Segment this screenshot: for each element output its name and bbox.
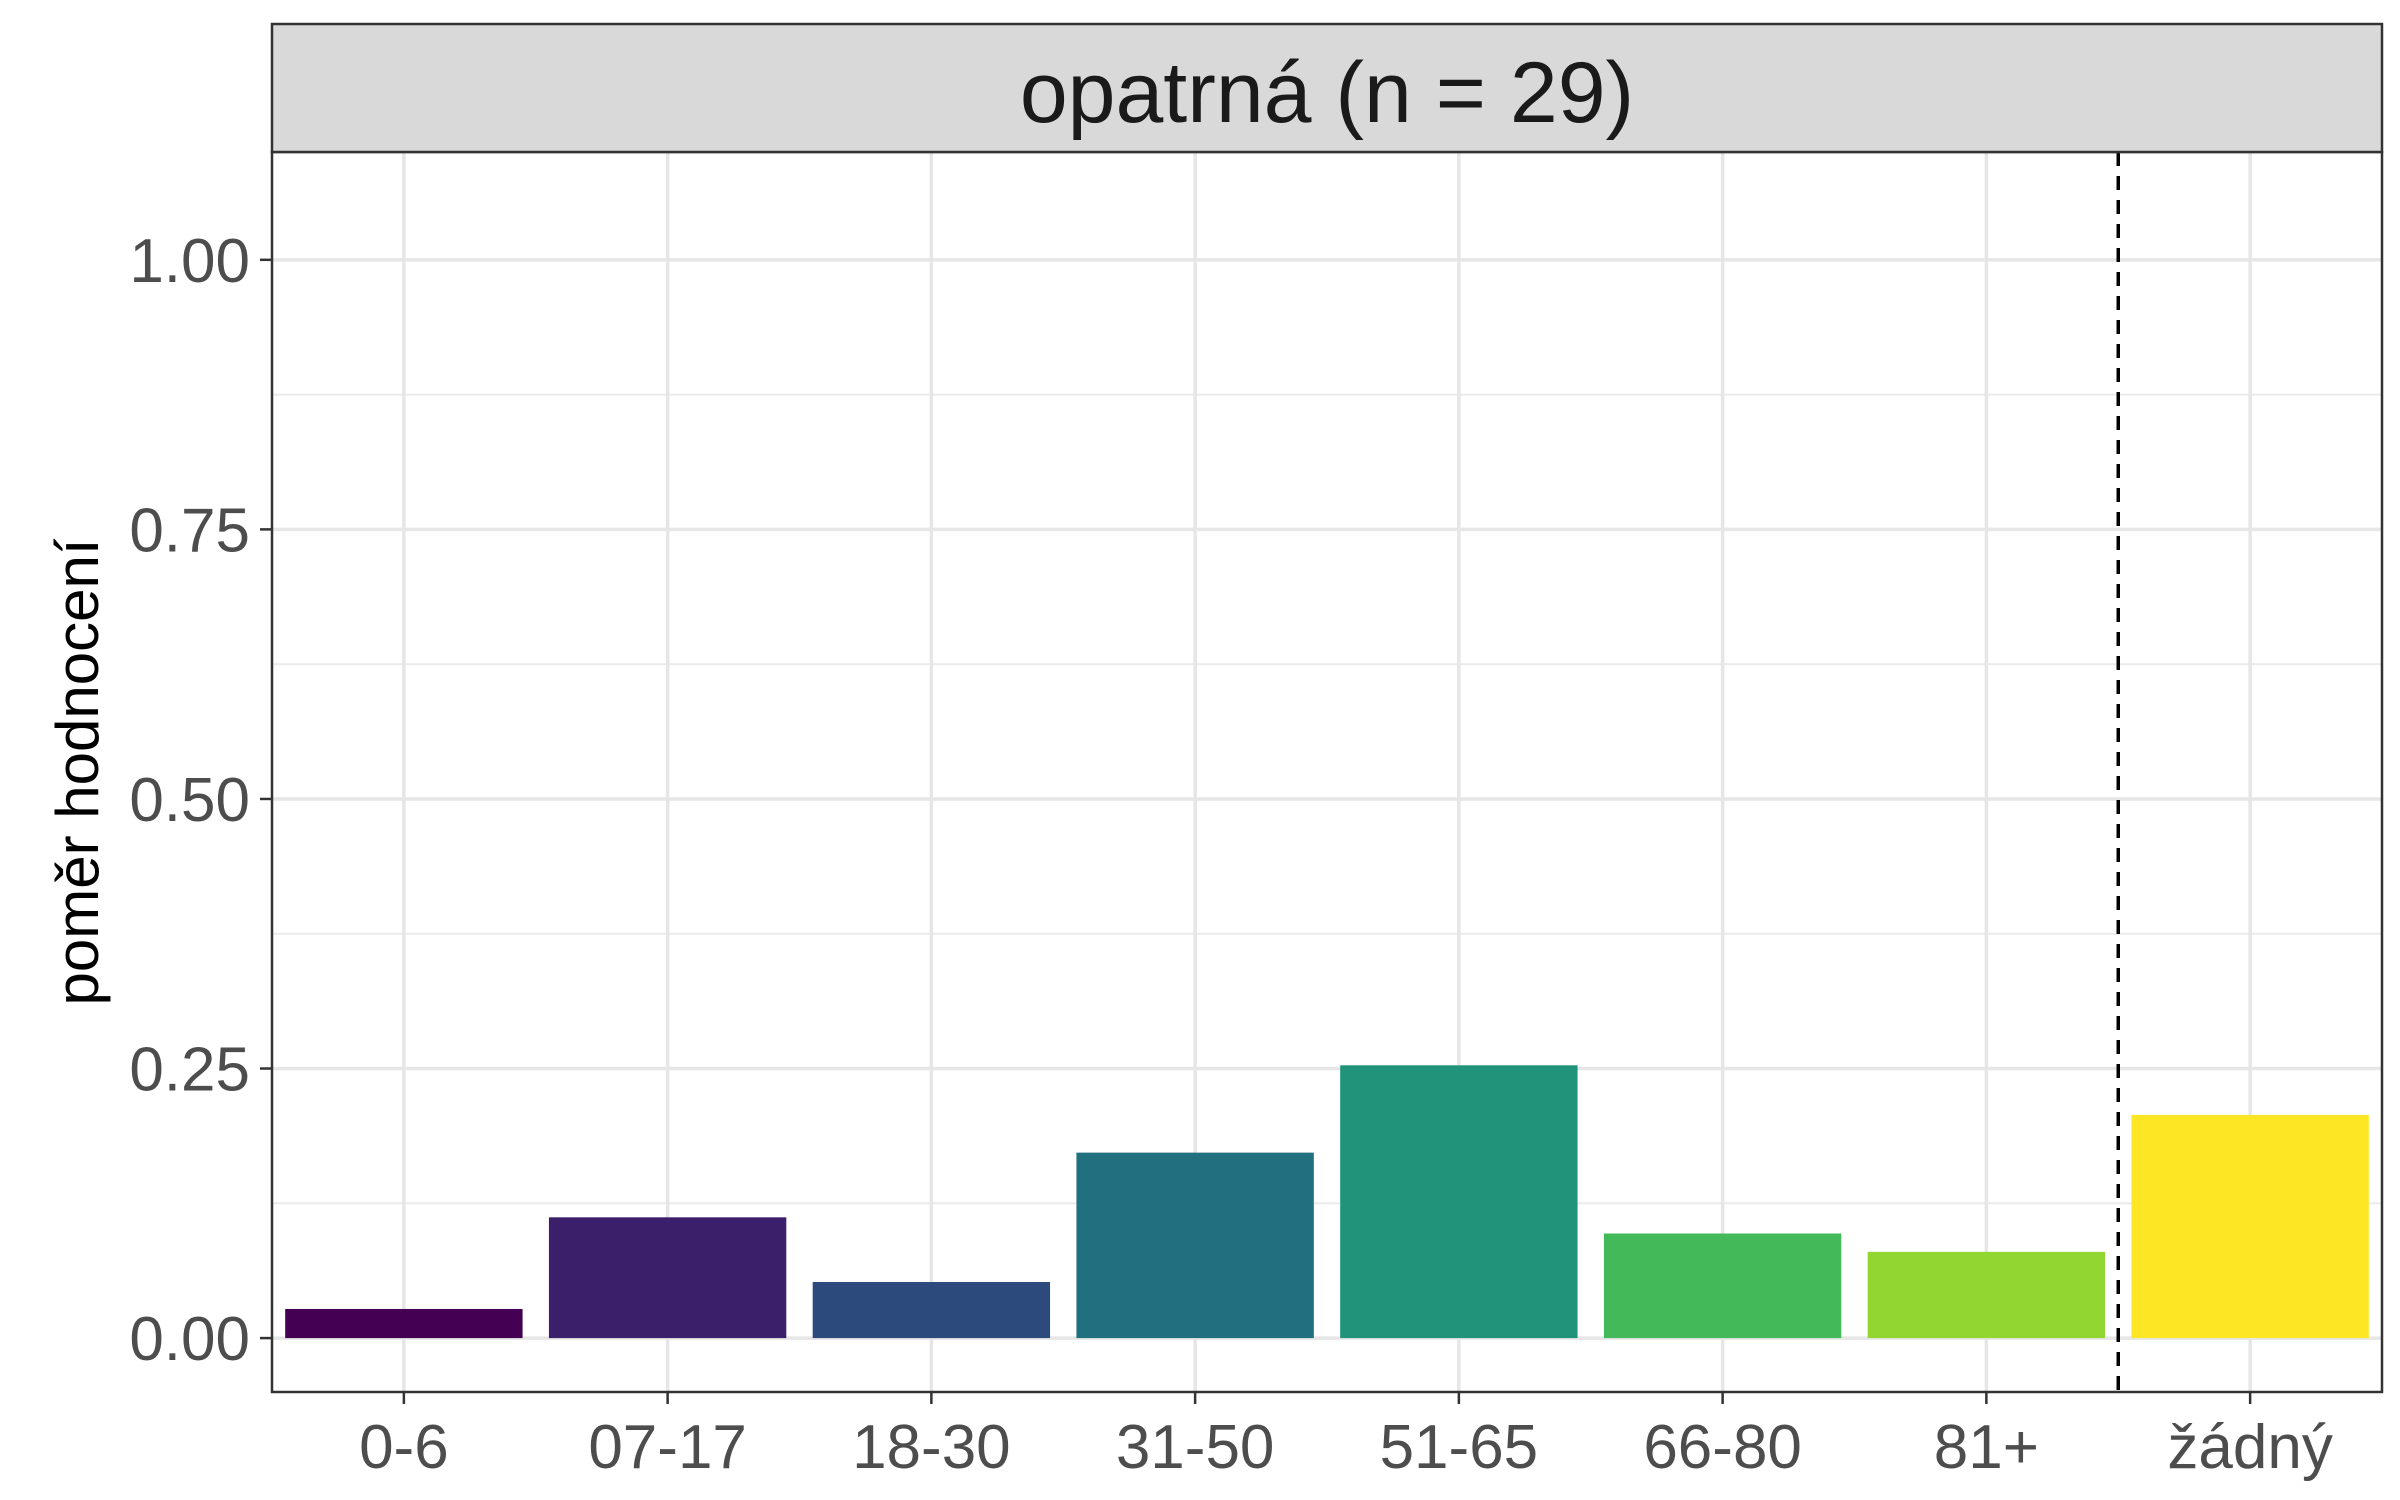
bar-0-6: [285, 1308, 523, 1339]
x-tick-label: 0-6: [359, 1413, 449, 1482]
bar-07-17: [548, 1217, 787, 1339]
bar-žádný: [2131, 1114, 2369, 1339]
y-tick-label: 1.00: [129, 227, 250, 296]
y-axis: 0.00 0.25 0.50 0.75 1.00: [129, 227, 272, 1374]
y-tick-label: 0.00: [129, 1305, 250, 1374]
bar-81+: [1867, 1251, 2106, 1339]
x-tick-label: žádný: [2167, 1413, 2332, 1482]
facet-title: opatrná (n = 29): [1020, 45, 1634, 141]
bars: [285, 1065, 2369, 1339]
bar-18-30: [812, 1282, 1051, 1339]
x-tick-label: 81+: [1934, 1413, 2039, 1482]
x-tick-label: 31-50: [1116, 1413, 1275, 1482]
y-tick-label: 0.75: [129, 496, 250, 565]
x-tick-label: 07-17: [588, 1413, 747, 1482]
y-tick-label: 0.25: [129, 1036, 250, 1105]
minor-gridlines: [272, 393, 2382, 1205]
y-tick-label: 0.50: [129, 766, 250, 835]
bar-51-65: [1340, 1065, 1578, 1339]
y-axis-title: poměr hodnocení: [44, 538, 111, 1005]
x-tick-label: 66-80: [1643, 1413, 1802, 1482]
plot-background: [272, 152, 2382, 1392]
facet-strip-background: [270, 22, 2384, 154]
x-tick-label: 18-30: [852, 1413, 1011, 1482]
x-axis: 0-6 07-17 18-30 31-50 51-65 66-80 81+ žádný: [359, 1392, 2333, 1482]
bar-66-80: [1603, 1233, 1842, 1339]
bar-31-50: [1076, 1152, 1314, 1339]
facet-strip: opatrná (n = 29): [270, 22, 2384, 154]
x-tick-label: 51-65: [1380, 1413, 1539, 1482]
